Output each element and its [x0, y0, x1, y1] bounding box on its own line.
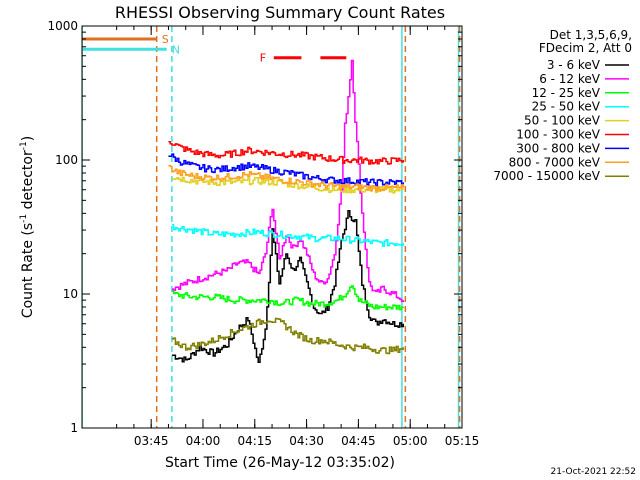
legend-label: 3 - 6 keV	[547, 58, 601, 72]
y-tick-label: 10	[63, 287, 78, 301]
series-line-800-7000-kev	[168, 164, 405, 192]
legend-label: 7000 - 15000 keV	[493, 169, 600, 183]
series-line-7000-15000-kev	[171, 317, 405, 355]
legend-entry: 300 - 800 keV	[516, 141, 629, 155]
series-line-25-50-kev	[171, 223, 405, 247]
y-axis: 1 10 100 1000	[47, 19, 462, 435]
y-tick-label: 1000	[47, 19, 78, 33]
annotation-layer: SN F	[82, 33, 347, 65]
legend-label: 25 - 50 keV	[532, 100, 601, 114]
legend-entry: 25 - 50 keV	[532, 100, 629, 114]
series-line-50-100-kev	[171, 176, 405, 194]
legend-entry: 7000 - 15000 keV	[493, 169, 629, 183]
legend-entry: 6 - 12 keV	[539, 72, 629, 86]
footer-date: 21-Oct-2021 22:52	[551, 467, 636, 477]
series-line-300-800-kev	[168, 153, 405, 187]
y-axis-label: Count Rate (s-1 detector-1)	[19, 136, 36, 318]
legend-entry: 50 - 100 keV	[524, 114, 629, 128]
x-tick-label: 05:00	[393, 434, 428, 448]
x-axis-label: Start Time (26-May-12 03:35:02)	[165, 455, 395, 471]
legend-label: 50 - 100 keV	[524, 114, 601, 128]
legend-label: 800 - 7000 keV	[509, 155, 601, 169]
series-line-100-300-kev	[168, 141, 405, 165]
legend-label: 100 - 300 keV	[516, 128, 600, 142]
x-tick-label: 04:15	[237, 434, 272, 448]
time-markers	[82, 26, 461, 428]
series-layer	[168, 59, 405, 364]
chart-title: RHESSI Observing Summary Count Rates	[115, 3, 445, 22]
legend-entry: 3 - 6 keV	[547, 58, 629, 72]
x-tick-label: 04:30	[289, 434, 324, 448]
legend-label: 6 - 12 keV	[539, 72, 601, 86]
series-line-3-6-kev	[171, 209, 405, 364]
annotation-label-f: F	[260, 52, 266, 65]
legend-header-line-2: FDecim 2, Att 0	[539, 41, 632, 55]
x-tick-label: 04:00	[186, 434, 221, 448]
legend-label: 12 - 25 keV	[532, 86, 601, 100]
legend-entry: 800 - 7000 keV	[509, 155, 629, 169]
annotation-label-n: N	[172, 43, 180, 56]
x-axis: 03:45 04:00 04:15 04:30 04:45 05:00 05:15	[116, 26, 480, 448]
legend-header-line-1: Det 1,3,5,6,9,	[550, 28, 632, 42]
x-tick-label: 04:45	[341, 434, 376, 448]
series-line-12-25-kev	[171, 285, 405, 311]
legend-label: 300 - 800 keV	[516, 141, 600, 155]
y-tick-label: 100	[55, 153, 78, 167]
legend: Det 1,3,5,6,9, FDecim 2, Att 0 3 - 6 keV…	[493, 28, 632, 183]
y-tick-label: 1	[70, 421, 78, 435]
legend-entry: 12 - 25 keV	[532, 86, 629, 100]
legend-entry: 100 - 300 keV	[516, 128, 629, 142]
x-tick-label: 03:45	[134, 434, 169, 448]
x-tick-label: 05:15	[445, 434, 480, 448]
annotation-label-s: S	[162, 33, 169, 46]
